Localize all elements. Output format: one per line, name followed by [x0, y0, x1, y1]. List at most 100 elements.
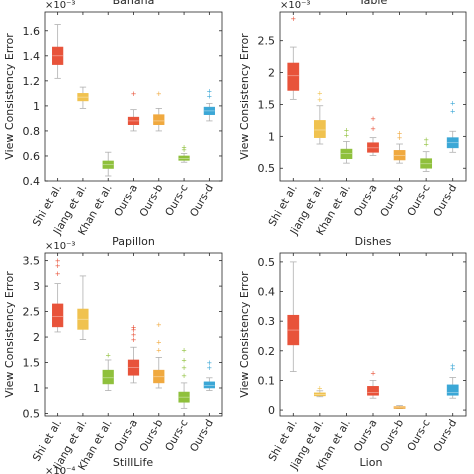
x-tick-label-ours-d: Ours-d	[431, 183, 459, 219]
outlier-ours-a: +	[131, 90, 137, 98]
y-tick-label: 1	[33, 100, 40, 113]
outlier-ours-b: +	[156, 90, 162, 98]
x-tick-label-ours-a: Ours-a	[352, 183, 380, 219]
y-tick-label: 0.1	[258, 374, 276, 387]
outlier-ours-b: +	[397, 130, 403, 138]
y-tick-label: 0.6	[23, 150, 41, 163]
x-tick-label-ours-b: Ours-b	[137, 417, 165, 454]
y-tick-label: 1.4	[23, 50, 41, 63]
outlier-khan-et-al: +	[343, 132, 349, 140]
outlier-ours-c: +	[181, 372, 187, 380]
y-tick-label: 2.5	[258, 35, 276, 48]
x-tick-label-ours-a: Ours-a	[112, 183, 140, 219]
chart-table: 0.5 1 1.5 2 2.5 ×10⁻³ Table View Consistency Er…	[238, 0, 467, 238]
chart-title: Banana	[113, 0, 155, 7]
chart-title: Papillon	[112, 235, 155, 248]
y-multiplier: ×10⁻⁴	[45, 466, 75, 474]
outlier-ours-c: +	[181, 356, 187, 364]
box-ours-d	[203, 381, 215, 389]
y-tick-label: 3	[33, 280, 40, 293]
outlier-ours-d: +	[450, 107, 456, 115]
chart-lion: Lion	[360, 456, 383, 469]
y-tick-label: 1.2	[23, 75, 41, 88]
outlier-ours-d: +	[206, 364, 212, 372]
y-axis-label: View Consistency Error	[238, 33, 251, 160]
y-tick-label: 1	[268, 130, 275, 143]
outlier-ours-a: +	[131, 336, 137, 344]
y-tick-label: 0.3	[258, 315, 276, 328]
outlier-ours-a: +	[370, 115, 376, 123]
outlier-ours-c: +	[181, 144, 187, 152]
y-multiplier: ×10⁻³	[45, 241, 75, 252]
outlier-ours-d: +	[206, 359, 212, 367]
outlier-ours-b: +	[156, 339, 162, 347]
x-tick-label-ours-d: Ours-d	[188, 418, 216, 454]
chart-title: StillLife	[113, 456, 154, 469]
x-tick-label-ours-d: Ours-d	[431, 418, 459, 454]
y-axis-label: View Consistency Error	[3, 33, 16, 160]
x-tick-label-ours-b: Ours-b	[378, 417, 406, 454]
chart-banana: 0.4 0.6 0.8 1 1.2 1.4 1.6 ×10⁻³ Banana View Consi…	[3, 0, 223, 238]
chart-dishes: 0 0.1 0.2 0.3 0.4 0.5 Dishes View Consistency E…	[238, 235, 467, 473]
y-axis-label: View Consistency Error	[238, 271, 251, 398]
box-shi-et-al	[287, 62, 300, 91]
box-ours-b	[393, 406, 406, 409]
y-tick-label: 0.5	[258, 256, 276, 269]
outlier-ours-c: +	[181, 146, 187, 154]
box-ours-c	[178, 155, 190, 161]
y-tick-label: 3.5	[23, 255, 41, 268]
box-jiang-et-al	[313, 120, 326, 138]
y-multiplier: ×10⁻³	[280, 0, 310, 11]
y-tick-label: 0.2	[258, 345, 276, 358]
outlier-ours-d: +	[450, 100, 456, 108]
chart-title: Table	[358, 0, 388, 7]
outlier-ours-d: +	[206, 92, 212, 100]
outlier-ours-a: +	[370, 370, 376, 378]
outlier-ours-b: +	[156, 321, 162, 329]
y-multiplier: ×10⁻³	[45, 0, 75, 11]
y-tick-label: 0.4	[258, 286, 276, 299]
outlier-ours-c: +	[181, 346, 187, 354]
x-tick-label-ours-a: Ours-a	[112, 418, 140, 454]
outlier-ours-c: +	[181, 364, 187, 372]
box-ours-a	[367, 386, 379, 396]
chart-title: Lion	[360, 456, 383, 469]
outlier-jiang-et-al: +	[317, 96, 323, 104]
y-tick-label: 0.5	[258, 162, 276, 175]
chart-title: Dishes	[355, 235, 392, 248]
x-tick-label-ours-d: Ours-d	[188, 183, 216, 219]
box-ours-d	[446, 384, 459, 396]
y-tick-label: 0	[268, 404, 275, 417]
outlier-ours-a: +	[131, 326, 137, 334]
outlier-khan-et-al: +	[105, 351, 111, 359]
x-tick-label-ours-b: Ours-b	[378, 182, 406, 219]
y-tick-label: 1.6	[23, 25, 41, 38]
chart-papillon: 0.5 1 1.5 2 2.5 3 3.5 ×10⁻³ Papillon View Consist…	[3, 235, 223, 473]
outlier-shi-et-al: +	[55, 270, 61, 278]
outlier-ours-d: +	[450, 362, 456, 370]
outlier-ours-c: +	[423, 141, 429, 149]
y-tick-label: 1.5	[23, 357, 41, 370]
y-tick-label: 2	[33, 331, 40, 344]
x-tick-label-ours-c: Ours-c	[405, 182, 433, 218]
box-shi-et-al	[52, 303, 64, 328]
x-tick-label-ours-c: Ours-c	[405, 417, 433, 453]
outlier-ours-a: +	[370, 125, 376, 133]
outlier-ours-b: +	[397, 134, 403, 142]
outlier-ours-c: +	[423, 136, 429, 144]
y-tick-label: 1.5	[258, 98, 276, 111]
box-khan-et-al	[340, 148, 353, 159]
x-tick-label-ours-a: Ours-a	[352, 418, 380, 454]
outlier-ours-d: +	[450, 365, 456, 373]
y-tick-label: 1	[33, 382, 40, 395]
chart-stilllife: StillLife ×10⁻⁴	[45, 456, 153, 474]
y-tick-label: 2.5	[23, 306, 41, 319]
y-tick-label: 2	[268, 67, 275, 80]
outlier-khan-et-al: +	[343, 126, 349, 134]
x-tick-label-ours-b: Ours-b	[137, 182, 165, 219]
box-ours-b	[393, 150, 406, 161]
box-ours-b	[153, 114, 165, 125]
outlier-ours-a: +	[131, 331, 137, 339]
y-tick-label: 0.8	[23, 125, 41, 138]
